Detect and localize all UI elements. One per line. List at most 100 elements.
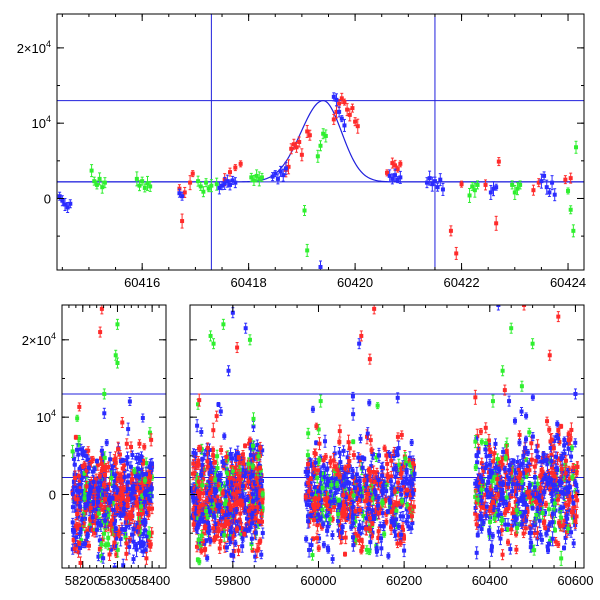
bottom-point-1-0-391	[233, 462, 238, 474]
bottom-point-0-0-449	[72, 544, 77, 554]
bottom-point-0-0-567	[137, 473, 142, 481]
bottom-point-0-0-480	[72, 457, 77, 473]
bottom-point-1-2-346	[512, 417, 517, 425]
bottom-point-1-1-377	[343, 531, 348, 545]
bottom-xtick-label-0-0: 58200	[65, 573, 101, 588]
bottom-point-0-0-574	[130, 508, 135, 524]
top-point-red-35	[459, 180, 464, 188]
bottom-point-1-0-594	[237, 468, 242, 484]
top-point-blue-15	[273, 170, 278, 178]
top-point-red-39	[531, 184, 536, 196]
bottom-point-0-0-136	[130, 450, 135, 460]
bottom-point-0-0-141	[149, 433, 154, 447]
bottom-point-0-0-563	[82, 494, 87, 502]
top-point-green-7	[137, 180, 142, 192]
bottom-point-0-0-226	[149, 527, 154, 539]
top-point-red-10	[286, 159, 291, 175]
bottom-point-1-1-371	[317, 437, 322, 451]
bottom-xtick-label-0-1: 58300	[99, 573, 135, 588]
top-point-green-24	[302, 205, 307, 217]
bottom-point-1-0-560	[258, 465, 263, 471]
top-point-green-23	[259, 172, 264, 182]
bottom-point-1-0-619	[209, 495, 214, 507]
bottom-frame-0	[61, 304, 167, 569]
top-point-blue-40	[494, 183, 499, 191]
bottom-point-0-0-534	[112, 516, 117, 532]
bottom-outlier-1-1	[243, 322, 248, 334]
bottom-point-0-0-526	[96, 507, 101, 519]
bottom-point-1-1-595	[350, 474, 355, 480]
bottom-point-1-0-602	[251, 412, 256, 426]
bottom-outlier-1-18	[547, 349, 552, 361]
top-point-blue-19	[283, 161, 288, 175]
bottom-point-0-0-475	[147, 526, 152, 540]
bottom-point-1-0-512	[199, 498, 204, 512]
bottom-point-1-1-89	[310, 405, 315, 413]
bottom-point-1-0-544	[205, 453, 210, 469]
top-point-green-18	[214, 177, 219, 191]
bottom-point-0-0-544	[132, 467, 137, 475]
bottom-point-1-1-532	[385, 509, 390, 515]
bottom-outlier-1-3	[208, 330, 213, 342]
bottom-point-1-0-167	[218, 406, 223, 416]
bottom-point-1-0-363	[260, 527, 265, 539]
top-point-blue-9	[222, 176, 227, 190]
top-point-red-7	[233, 164, 238, 172]
bottom-point-0-0-33	[142, 443, 147, 451]
bottom-point-1-2-281	[530, 505, 535, 511]
bottom-point-0-0-583	[106, 532, 111, 544]
bottom-point-1-0-525	[257, 484, 262, 498]
bottom-point-1-1-575	[336, 497, 341, 503]
top-point-green-39	[568, 205, 573, 215]
top-point-red-31	[395, 165, 400, 173]
bottom-point-1-0-558	[208, 506, 213, 518]
bottom-point-1-2-208	[530, 393, 535, 401]
bottom-point-1-0-546	[250, 488, 255, 500]
top-point-red-37	[494, 215, 499, 231]
bottom-point-1-1-590	[360, 455, 365, 461]
bottom-point-1-1-554	[404, 487, 409, 493]
bottom-point-0-0-530	[98, 518, 103, 532]
bottom-point-1-2-313	[479, 438, 484, 446]
bottom-point-0-0-522	[93, 495, 98, 507]
bottom-point-0-0-562	[143, 476, 148, 484]
bottom-point-1-2-186	[521, 529, 526, 539]
bottom-point-0-0-523	[101, 552, 106, 564]
bottom-ytick-label-0: 0	[49, 488, 56, 503]
bottom-point-1-0-618	[220, 489, 225, 497]
bottom-point-1-0-480	[247, 525, 252, 533]
bottom-point-1-2-577	[536, 495, 541, 501]
bottom-point-0-0-433	[105, 484, 110, 494]
bottom-point-1-0-458	[253, 525, 258, 541]
bottom-point-1-1-597	[341, 445, 346, 457]
bottom-point-0-0-585	[108, 520, 113, 530]
bottom-point-1-1-443	[351, 439, 356, 445]
bottom-point-1-1-291	[402, 544, 407, 558]
top-point-red-13	[294, 141, 299, 153]
bottom-point-1-0-583	[226, 510, 231, 520]
bottom-point-1-2-344	[573, 438, 578, 448]
bottom-point-1-2-41	[545, 416, 550, 426]
bottom-outlier-1-9	[357, 338, 362, 350]
bottom-point-1-0-599	[241, 460, 246, 466]
top-point-green-29	[323, 129, 328, 143]
bottom-point-1-0-445	[196, 476, 201, 488]
bottom-point-1-0-565	[193, 506, 198, 522]
top-panel: 60416 60418 60420 60422 60424 0 104 2×104	[17, 13, 586, 290]
bottom-point-1-0-82	[222, 432, 227, 440]
bottom-point-1-0-550	[228, 447, 233, 461]
bottom-point-1-0-612	[255, 543, 260, 559]
top-point-green-17	[209, 179, 214, 193]
top-point-green-21	[254, 169, 259, 183]
top-point-blue-37	[440, 182, 445, 196]
bottom-point-0-0-426	[148, 540, 153, 552]
bottom-point-1-2-88	[474, 546, 479, 560]
top-point-green-10	[145, 175, 150, 191]
top-point-red-25	[350, 103, 355, 113]
bottom-point-1-2-434	[562, 545, 567, 551]
top-point-green-12	[196, 175, 201, 187]
bottom-point-1-0-438	[196, 458, 201, 470]
top-point-red-41	[563, 175, 568, 185]
bottom-point-0-0-59	[73, 434, 78, 440]
bottom-point-1-1-36	[316, 544, 321, 552]
